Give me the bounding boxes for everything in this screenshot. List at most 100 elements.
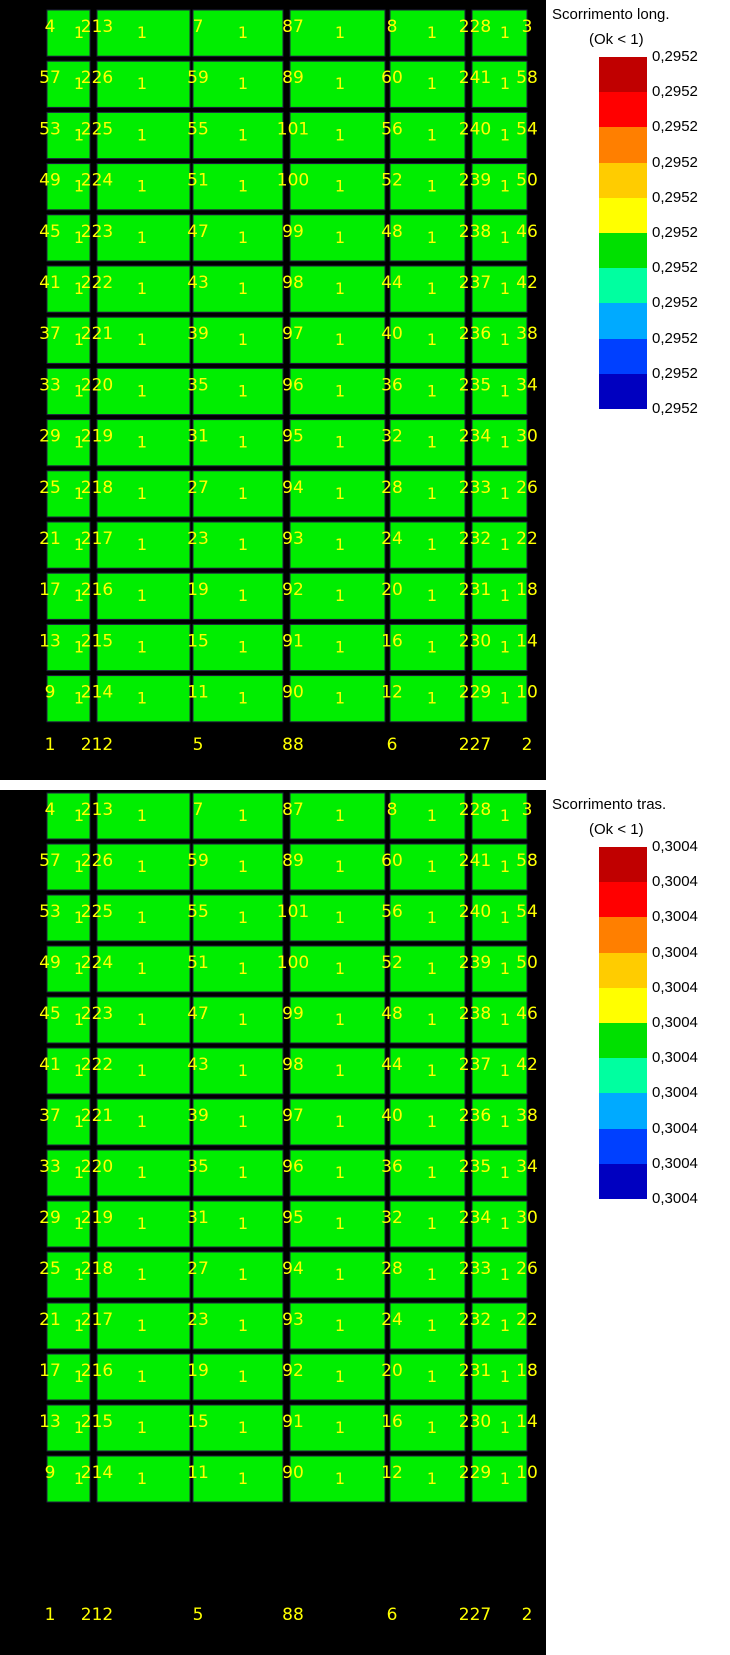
mesh-cell: [289, 1047, 386, 1095]
node-label: 36: [381, 375, 403, 395]
element-label: 1: [335, 1163, 345, 1182]
element-label: 1: [238, 279, 248, 298]
element-label: 1: [335, 1112, 345, 1131]
element-label: 1: [427, 433, 437, 452]
mesh-cell: [96, 1353, 191, 1401]
node-label: 236: [459, 1106, 491, 1126]
mesh-cell: [471, 9, 528, 57]
element-label: 1: [74, 1112, 84, 1131]
mesh-cell: [46, 163, 91, 211]
mesh-cell: [192, 214, 284, 262]
node-label: 240: [459, 119, 491, 139]
element-label: 1: [427, 1010, 437, 1029]
mesh-cell: [389, 9, 466, 57]
element-label: 1: [335, 637, 345, 656]
mesh-cell: [289, 163, 386, 211]
node-label: 99: [282, 222, 304, 242]
mesh-cell: [96, 1404, 191, 1452]
element-label: 1: [500, 1010, 510, 1029]
node-label: 31: [187, 427, 209, 447]
element-label: 1: [238, 381, 248, 400]
mesh-svg: 4 213 7 87 8 228 31 1 1 1 1 157 226 59 89 60 241 581 1 1 1 1 1…: [39, 9, 538, 755]
element-label: 1: [500, 1112, 510, 1131]
node-label: 12: [381, 1463, 403, 1483]
node-label: 28: [381, 1259, 403, 1279]
mesh-cell: [471, 1149, 528, 1197]
mesh-cell: [389, 1149, 466, 1197]
legend: Scorrimento tras. (Ok < 1) 0,3004 0,3004 0…: [546, 790, 730, 1655]
node-label: 40: [381, 324, 403, 344]
element-label: 1: [74, 1316, 84, 1335]
mesh-cell: [471, 792, 528, 840]
element-label: 1: [427, 228, 437, 247]
mesh-cell: [192, 572, 284, 620]
element-label: 1: [427, 806, 437, 825]
element-label: 1: [74, 484, 84, 503]
mesh-cell: [471, 60, 528, 108]
node-label: 54: [516, 902, 538, 922]
mesh-cell: [389, 521, 466, 569]
element-label: 1: [427, 74, 437, 93]
node-label: 219: [81, 427, 113, 447]
node-label: 224: [81, 171, 113, 191]
mesh-cell: [46, 675, 91, 723]
element-label: 1: [500, 908, 510, 927]
element-label: 1: [137, 637, 147, 656]
element-label: 1: [500, 279, 510, 298]
node-label: 42: [516, 1055, 538, 1075]
element-label: 1: [335, 586, 345, 605]
element-label: 1: [500, 125, 510, 144]
node-label: 98: [282, 1055, 304, 1075]
node-label: 57: [39, 68, 61, 88]
element-label: 1: [427, 23, 437, 42]
mesh-cell: [389, 111, 466, 160]
node-label: 94: [282, 478, 304, 498]
element-label: 1: [74, 177, 84, 196]
mesh-cell: [289, 894, 386, 942]
node-label: 11: [187, 1463, 209, 1483]
element-label: 1: [74, 228, 84, 247]
node-label: 238: [459, 1004, 491, 1024]
mesh-cell: [46, 367, 91, 416]
mesh-cell: [471, 1455, 528, 1503]
element-label: 1: [500, 689, 510, 708]
mesh-cell: [46, 419, 91, 467]
element-label: 1: [335, 1265, 345, 1284]
legend-swatch: [599, 1058, 647, 1094]
node-label: 91: [282, 631, 304, 651]
element-label: 1: [74, 1010, 84, 1029]
mesh-cell: [192, 1404, 284, 1452]
element-label: 1: [427, 1163, 437, 1182]
mesh-cell: [389, 675, 466, 723]
mesh-cell: [96, 163, 191, 211]
element-label: 1: [238, 1010, 248, 1029]
legend-swatch: [599, 847, 647, 883]
element-label: 1: [335, 959, 345, 978]
legend-swatch: [599, 373, 647, 410]
element-label: 1: [137, 228, 147, 247]
mesh-cell: [389, 1047, 466, 1095]
element-label: 1: [427, 330, 437, 349]
element-label: 1: [74, 330, 84, 349]
element-label: 1: [427, 959, 437, 978]
mesh-cell: [471, 1353, 528, 1401]
node-label: 4: [45, 800, 56, 820]
legend-value: 0,2952: [652, 153, 698, 171]
legend-swatch: [599, 917, 647, 953]
mesh-cell: [389, 1353, 466, 1401]
mesh-cell: [289, 9, 386, 57]
node-label: 239: [459, 953, 491, 973]
mesh-cell: [471, 843, 528, 891]
element-label: 1: [238, 1469, 248, 1488]
node-label: 90: [282, 683, 304, 703]
mesh-cell: [46, 792, 91, 840]
mesh-cell: [289, 1149, 386, 1197]
legend-color-bar: [599, 847, 647, 1200]
node-label: 218: [81, 478, 113, 498]
mesh-cell: [192, 675, 284, 723]
element-label: 1: [335, 125, 345, 144]
node-label: 37: [39, 324, 61, 344]
element-label: 1: [137, 484, 147, 503]
node-label: 18: [516, 580, 538, 600]
mesh-cell: [46, 470, 91, 518]
